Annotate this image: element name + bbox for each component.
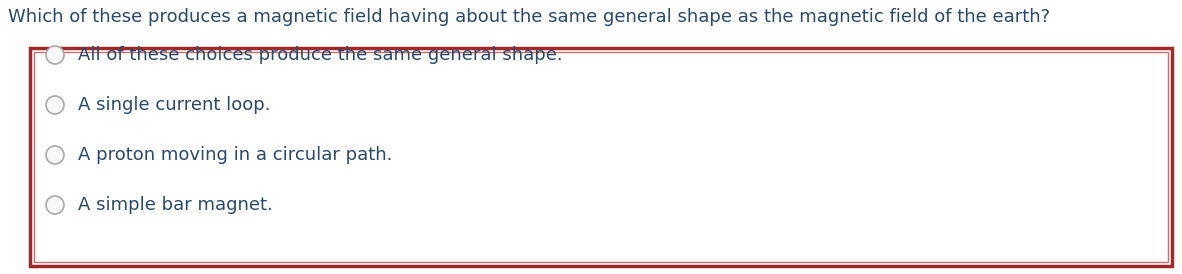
Text: A proton moving in a circular path.: A proton moving in a circular path. (78, 146, 392, 164)
Circle shape (46, 46, 64, 64)
Circle shape (46, 196, 64, 214)
FancyBboxPatch shape (30, 48, 1173, 266)
Text: A single current loop.: A single current loop. (78, 96, 271, 114)
Text: A simple bar magnet.: A simple bar magnet. (78, 196, 273, 214)
Text: All of these choices produce the same general shape.: All of these choices produce the same ge… (78, 46, 563, 64)
Text: Which of these produces a magnetic field having about the same general shape as : Which of these produces a magnetic field… (8, 8, 1050, 26)
Circle shape (46, 96, 64, 114)
Circle shape (46, 146, 64, 164)
